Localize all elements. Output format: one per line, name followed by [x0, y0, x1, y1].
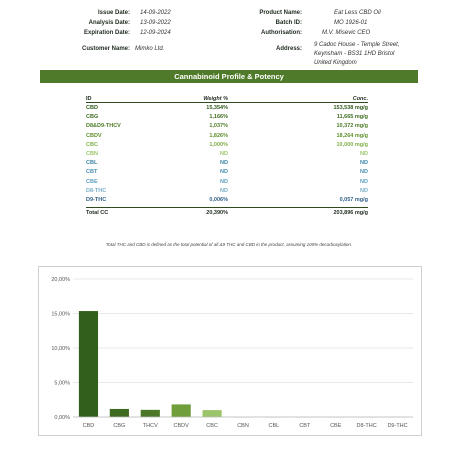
- table-row: D9-THC 0,006% 0,057 mg/g: [86, 195, 368, 204]
- row-id: D8&D9-THCV: [86, 123, 121, 130]
- row-weight: 0,006%: [209, 196, 228, 203]
- issue-date-value: 14-09-2022: [140, 10, 171, 16]
- total-weight: 20,390%: [206, 210, 228, 217]
- x-tick-label: CBC: [206, 423, 218, 429]
- row-conc: ND: [360, 169, 368, 176]
- col-id-header: ID: [86, 96, 92, 102]
- batch-id-value: MO 1926-01: [334, 20, 368, 26]
- table-row: CBE ND ND: [86, 177, 368, 186]
- profile-title-band: Cannabinoid Profile & Potency: [40, 70, 418, 83]
- authorisation-label: Authorisation:: [261, 30, 302, 36]
- row-id: CBE: [86, 178, 98, 185]
- chart-bar: [78, 311, 99, 417]
- address-label: Address:: [275, 46, 302, 52]
- customer-name-value: Mimko Ltd.: [135, 46, 165, 52]
- x-tick-label: CBD: [83, 423, 95, 429]
- table-total-row: Total CC 20,390% 203,896 mg/g: [86, 207, 368, 217]
- analysis-date-label: Analysis Date:: [88, 20, 130, 26]
- x-tick-label: CBN: [237, 423, 249, 429]
- row-id: D8-THC: [86, 187, 107, 194]
- row-conc: ND: [360, 160, 368, 167]
- col-conc-header: Conc.: [352, 96, 368, 102]
- chart-bar: [109, 408, 129, 417]
- product-name-label: Product Name:: [259, 10, 302, 16]
- x-tick-label: THCV: [143, 423, 158, 429]
- batch-id-label: Batch ID:: [275, 20, 302, 26]
- cannabinoid-table: ID Weight % Conc. CBD 15,354% 153,538 mg…: [86, 94, 368, 217]
- x-tick-label: CBE: [330, 423, 342, 429]
- issue-date-label: Issue Date:: [97, 10, 130, 16]
- row-id: D9-THC: [86, 196, 107, 203]
- y-tick-label: 15,00%: [51, 312, 70, 318]
- authorisation-value: M.V. Misevic CEO: [322, 30, 371, 36]
- row-conc: ND: [360, 187, 368, 194]
- row-conc: 10,000 mg/g: [336, 141, 369, 148]
- cannabinoid-bar-chart: 0,00% 5,00% 10,00% 15,00% 20,00% CBD CBG THCV CB…: [38, 266, 422, 436]
- decarboxylation-note: Total THC and CBD is defined as the tota…: [105, 242, 353, 247]
- x-tick-label: D8-THC: [357, 423, 377, 429]
- table-header: ID Weight % Conc.: [86, 94, 368, 103]
- table-row: CBC 1,000% 10,000 mg/g: [86, 140, 368, 149]
- row-id: CBN: [86, 150, 98, 157]
- table-row: D8-THC ND ND: [86, 186, 368, 195]
- table-row: CBG 1,166% 11,665 mg/g: [86, 112, 368, 121]
- expiration-date-label: Expiration Date:: [83, 30, 130, 36]
- row-weight: 1,000%: [209, 141, 228, 148]
- table-row: CBL ND ND: [86, 158, 368, 167]
- analysis-date-value: 13-09-2022: [140, 20, 171, 26]
- chart-bar: [140, 409, 160, 417]
- row-weight: ND: [220, 150, 228, 157]
- row-weight: ND: [220, 178, 228, 185]
- row-weight: 1,037%: [209, 123, 228, 130]
- row-weight: ND: [220, 187, 228, 194]
- row-conc: 0,057 mg/g: [339, 196, 368, 203]
- row-weight: 1,166%: [209, 114, 228, 121]
- row-conc: 153,538 mg/g: [333, 105, 368, 111]
- col-weight-header: Weight %: [203, 96, 228, 102]
- row-id: CBL: [86, 160, 98, 167]
- row-id: CBC: [86, 141, 98, 148]
- chart-bar: [171, 404, 191, 417]
- row-conc: ND: [360, 150, 368, 157]
- x-tick-label: CBDV: [174, 423, 190, 429]
- row-id: CBG: [86, 114, 99, 121]
- row-id: CBD: [86, 105, 98, 111]
- product-name-value: Eat Less CBD Oil: [334, 10, 381, 16]
- y-tick-label: 5,00%: [54, 381, 70, 387]
- expiration-date-value: 12-09-2024: [140, 30, 171, 36]
- row-id: CBT: [86, 169, 98, 176]
- address-line-3: United Kingdom: [314, 60, 357, 66]
- chart-bar: [202, 410, 222, 417]
- x-tick-label: CBG: [113, 423, 125, 429]
- row-conc: ND: [360, 178, 368, 185]
- y-tick-label: 10,00%: [51, 346, 70, 352]
- row-conc: 11,665 mg/g: [336, 114, 368, 121]
- total-conc: 203,896 mg/g: [333, 210, 368, 217]
- row-weight: ND: [220, 160, 228, 167]
- chart-svg: 0,00% 5,00% 10,00% 15,00% 20,00% CBD CBG THCV CB…: [51, 277, 413, 429]
- y-tick-label: 20,00%: [51, 277, 70, 283]
- row-weight: 1,826%: [209, 132, 228, 139]
- customer-name-label: Customer Name:: [81, 46, 130, 52]
- table-row: CBN ND ND: [86, 149, 368, 158]
- address-line-1: 9 Cadoc House - Temple Street,: [314, 42, 400, 48]
- x-tick-label: CBT: [299, 423, 311, 429]
- row-conc: 18,264 mg/g: [336, 132, 369, 139]
- x-tick-label: CBL: [269, 423, 280, 429]
- row-weight: ND: [220, 169, 228, 176]
- table-row: CBDV 1,826% 18,264 mg/g: [86, 131, 368, 140]
- table-row: CBD 15,354% 153,538 mg/g: [86, 103, 368, 112]
- table-body: CBD 15,354% 153,538 mg/g CBG 1,166% 11,6…: [86, 103, 368, 204]
- row-id: CBDV: [86, 132, 102, 139]
- row-conc: 10,372 mg/g: [336, 123, 369, 130]
- total-label: Total CC: [86, 210, 109, 217]
- address-line-2: Keynsham - BS31 1HD Bristol: [314, 51, 395, 57]
- x-tick-label: D9-THC: [387, 423, 407, 429]
- row-weight: 15,354%: [206, 105, 228, 111]
- table-row: CBT ND ND: [86, 167, 368, 176]
- table-row: D8&D9-THCV 1,037% 10,372 mg/g: [86, 121, 368, 130]
- y-tick-label: 0,00%: [54, 415, 70, 421]
